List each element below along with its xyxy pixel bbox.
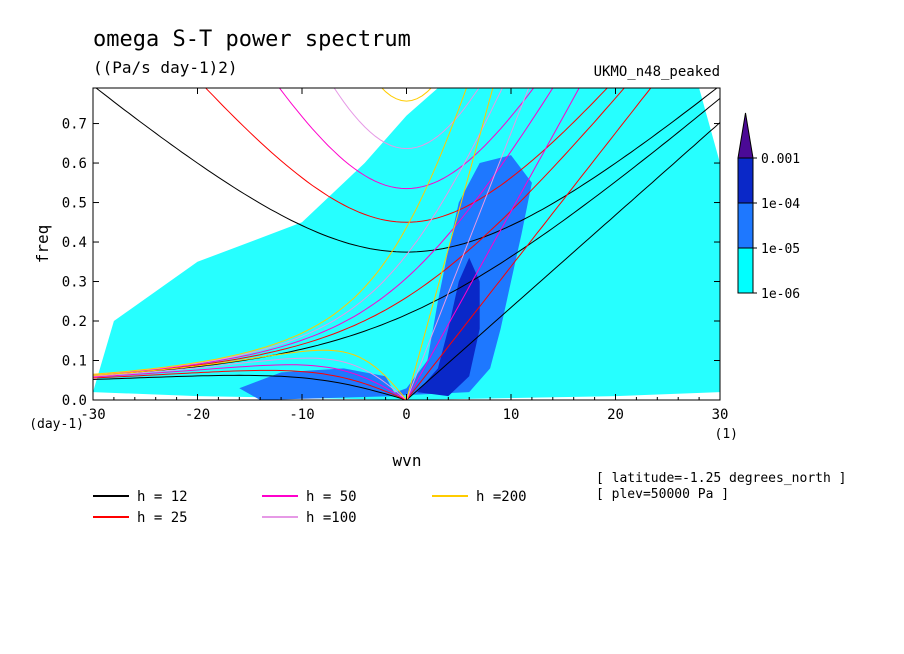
dataset-label: UKMO_n48_peaked	[594, 64, 720, 80]
x-tick-label: -10	[289, 407, 314, 423]
y-tick-label: 0.7	[62, 117, 87, 133]
shade-region-1	[93, 88, 720, 400]
y-axis-unit: (day-1)	[29, 417, 84, 432]
shade-region-4	[417, 257, 480, 397]
legend-label-h200: h =200	[476, 489, 527, 505]
colorbar-arrow	[737, 112, 754, 159]
legend: h = 12 h = 25 h = 50 h =100 h =200	[93, 489, 527, 526]
legend-label-h12: h = 12	[137, 489, 188, 505]
curve-h25-mixed-rossby-gravity	[93, 88, 625, 376]
legend-label-h25: h = 25	[137, 510, 188, 526]
curve-h12-inertia-gravity	[95, 88, 718, 253]
x-axis-label: wvn	[393, 451, 422, 470]
curve-h12-mixed-rossby-gravity	[93, 98, 720, 377]
curve-h50-mixed-rossby-gravity	[93, 88, 554, 376]
colorbar-segment	[737, 247, 754, 294]
x-tick-label: 20	[607, 407, 624, 423]
legend-label-h50: h = 50	[306, 489, 357, 505]
curve-h12-kelvin	[406, 122, 720, 400]
curve-h50-inertia-gravity	[278, 88, 535, 190]
curve-h200-mixed-rossby-gravity	[93, 88, 467, 375]
legend-label-h100: h =100	[306, 510, 357, 526]
curve-h50-kelvin	[406, 88, 580, 400]
colorbar-label: 0.001	[761, 152, 800, 167]
y-tick-label: 0.5	[62, 196, 87, 212]
x-tick-label: -20	[185, 407, 210, 423]
chart-title: omega S-T power spectrum	[93, 27, 411, 52]
curve-h25-inertia-gravity	[205, 88, 608, 223]
dispersion-curves	[93, 88, 720, 400]
colorbar-label: 1e-05	[761, 242, 800, 257]
y-axis-label: freq	[33, 225, 52, 264]
y-tick-label: 0.1	[62, 354, 87, 370]
info-plev: [ plev=50000 Pa ]	[596, 487, 729, 502]
x-tick-label: 0	[402, 407, 410, 423]
y-tick-label: 0.2	[62, 314, 87, 330]
curve-h100-mixed-rossby-gravity	[93, 88, 503, 375]
x-tick-label: 30	[712, 407, 729, 423]
y-tick-label: 0.4	[62, 235, 87, 251]
x-tick-label: 10	[503, 407, 520, 423]
colorbar-segment	[737, 202, 754, 249]
curve-h25-rossby	[93, 369, 407, 400]
curve-h100-rossby	[93, 357, 407, 400]
info-latitude: [ latitude=-1.25 degrees_north ]	[596, 471, 846, 486]
curve-h100-kelvin	[406, 88, 530, 400]
x-axis-unit: (1)	[715, 427, 738, 442]
colorbar-segment	[737, 157, 754, 204]
curve-h12-rossby	[93, 374, 407, 400]
power-shading	[93, 88, 720, 400]
chart-units: ((Pa/s day-1)2)	[93, 58, 238, 77]
x-tick-label: -30	[80, 407, 105, 423]
y-tick-label: 0.6	[62, 156, 87, 172]
colorbar: 0.001 1e-04 1e-05 1e-06	[737, 112, 800, 302]
curve-h200-rossby	[93, 349, 407, 400]
curve-h200-kelvin	[406, 88, 494, 400]
y-tick-label: 0.3	[62, 275, 87, 291]
colorbar-label: 1e-06	[761, 287, 800, 302]
curve-h200-inertia-gravity	[381, 88, 432, 102]
shade-region-2	[385, 155, 532, 397]
axis-ticks: -30 -20 -10 0 10 20 30 0.0 0.1 0.2 0.3 0.4 0.5 0.6 0.7	[62, 88, 729, 423]
y-tick-label: 0.0	[62, 393, 87, 409]
curve-h25-kelvin	[406, 88, 652, 400]
curve-h100-inertia-gravity	[333, 88, 480, 150]
curve-h50-rossby	[93, 364, 407, 400]
colorbar-label: 1e-04	[761, 197, 800, 212]
